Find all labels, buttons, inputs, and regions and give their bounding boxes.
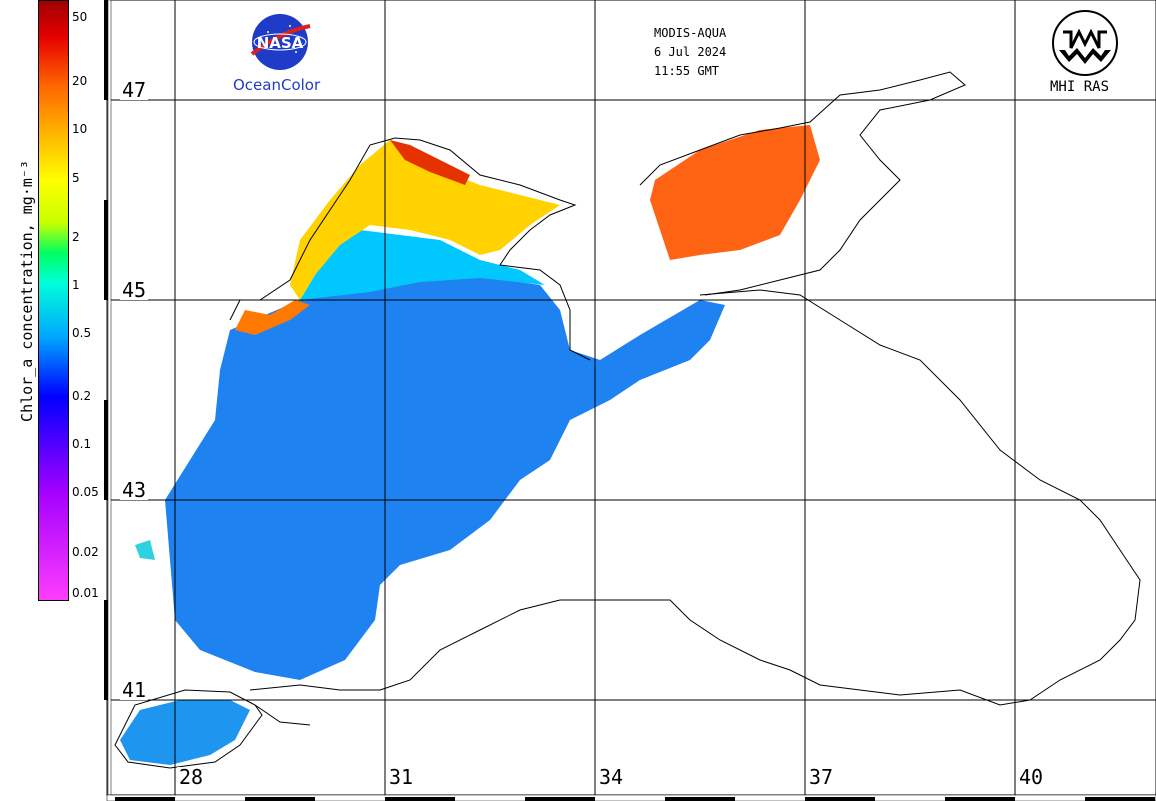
colorbar-tick: 0.2: [72, 389, 92, 403]
coastal-bloom-water: [290, 140, 560, 300]
colorbar-tick: 0.1: [72, 437, 92, 451]
colorbar-tick: 0.01: [72, 586, 99, 600]
time-label: 11:55 GMT: [654, 64, 720, 78]
longitude-label-37: 37: [807, 765, 836, 789]
colorbar-tick: 0.5: [72, 326, 92, 340]
bottom-scale-ruler: [106, 794, 1156, 801]
colorbar-tick: 1: [72, 278, 80, 292]
latitude-label-41: 41: [120, 678, 149, 702]
nasa-logo-text: NASA: [257, 34, 304, 52]
colorbar-tick: 5: [72, 171, 80, 185]
northwest-coastline: [229, 137, 591, 361]
longitude-label-34: 34: [597, 765, 626, 789]
eastern-coastline: [249, 289, 1141, 706]
marmara-coastline: [114, 689, 311, 769]
colorbar-tick: 20: [72, 74, 88, 88]
colorbar-tick: 2: [72, 230, 80, 244]
mhi-ras-label: MHI RAS: [1050, 79, 1110, 95]
colorbar: [38, 0, 69, 601]
latitude-label-45: 45: [120, 278, 149, 302]
longitude-label-28: 28: [177, 765, 206, 789]
sea-of-azov-water: [650, 125, 820, 260]
latitude-label-47: 47: [120, 78, 149, 102]
longitude-label-31: 31: [387, 765, 416, 789]
dnieper-estuary-water: [390, 140, 470, 185]
image-info: MODIS-AQUA 6 Jul 2024 11:55 GMT: [654, 24, 726, 81]
oceancolor-label: OceanColor: [233, 76, 321, 94]
longitude-label-40: 40: [1017, 765, 1046, 789]
graticule: [107, 0, 1156, 795]
nasa-logo: NASA: [250, 14, 311, 70]
latitude-label-43: 43: [120, 478, 149, 502]
colorbar-tick: 0.02: [72, 545, 99, 559]
date-label: 6 Jul 2024: [654, 45, 727, 59]
sensor-label: MODIS-AQUA: [654, 26, 727, 40]
colorbar-label: Chlor_a concentration, mg·m⁻³: [18, 160, 36, 422]
colorbar-tick: 50: [72, 10, 88, 24]
sea-of-marmara-water: [120, 700, 250, 765]
colorbar-tick: 0.05: [72, 485, 99, 499]
danube-delta-water: [235, 300, 310, 335]
colorbar-tick: 10: [72, 122, 88, 136]
black-sea-open-water: [165, 275, 725, 680]
bosphorus-coastal-water: [135, 540, 155, 560]
northwest-shelf-water: [300, 230, 545, 300]
mhi-ras-logo: [1052, 10, 1118, 76]
